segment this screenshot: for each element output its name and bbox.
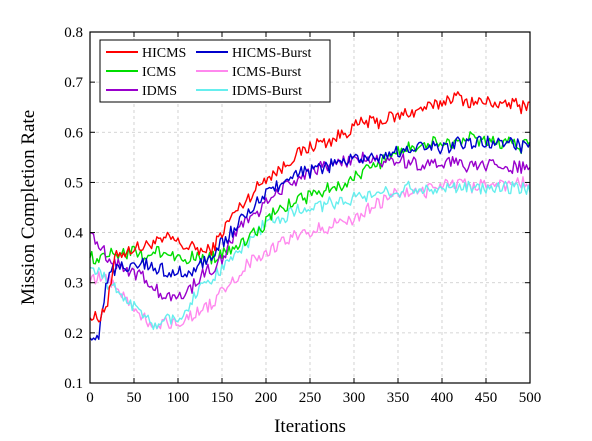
axis-ticks: 0 50 100 150 200 250 300 350 400 450 500 0.1 0.2 0.3 0… [64, 25, 541, 406]
x-tick-label: 0 [86, 390, 94, 406]
y-tick-label: 0.7 [64, 75, 83, 91]
series-line-idms [89, 151, 531, 302]
x-tick-label: 500 [519, 390, 542, 406]
legend-label: IDMS-Burst [232, 84, 302, 99]
legend-label: HICMS-Burst [232, 46, 311, 61]
y-tick-label: 0.8 [64, 25, 83, 41]
legend: HICMS ICMS IDMS HICMS-Burst ICMS-Burst IDMS-B… [99, 39, 331, 103]
series-line-idms-burst [89, 180, 531, 331]
y-tick-label: 0.2 [64, 326, 83, 342]
y-tick-label: 0.4 [64, 226, 83, 242]
x-tick-label: 250 [299, 390, 322, 406]
series-line-hicms-burst [89, 135, 531, 341]
y-tick-label: 0.5 [64, 175, 83, 191]
y-axis-label: Mission Completion Rate [18, 110, 39, 305]
legend-label: IDMS [142, 84, 177, 99]
x-tick-label: 300 [343, 390, 366, 406]
x-tick-label: 100 [167, 390, 190, 406]
series-line-icms [89, 131, 531, 265]
x-tick-label: 400 [431, 390, 454, 406]
legend-label: HICMS [142, 46, 186, 61]
x-tick-label: 200 [255, 390, 278, 406]
x-tick-label: 150 [211, 390, 234, 406]
series-lines [89, 91, 531, 341]
y-tick-label: 0.1 [64, 376, 83, 392]
legend-label: ICMS-Burst [232, 65, 301, 80]
x-tick-label: 450 [475, 390, 498, 406]
series-line-icms-burst [89, 176, 531, 330]
x-tick-label: 350 [387, 390, 410, 406]
series-line-hicms [89, 91, 531, 323]
y-tick-label: 0.3 [64, 276, 83, 292]
x-axis-label: Iterations [274, 416, 346, 437]
y-tick-label: 0.6 [64, 125, 83, 141]
x-tick-label: 50 [127, 390, 142, 406]
legend-label: ICMS [142, 65, 176, 80]
